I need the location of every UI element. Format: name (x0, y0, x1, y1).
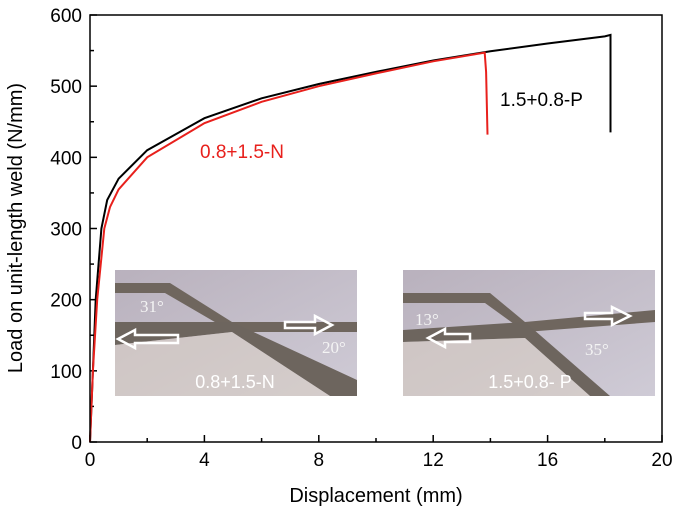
inset-label: 1.5+0.8- P (488, 372, 572, 392)
y-tick-label: 400 (50, 148, 82, 169)
series-label: 0.8+1.5-N (200, 142, 284, 163)
x-tick-label: 8 (314, 450, 325, 471)
x-tick-label: 12 (423, 450, 444, 471)
inset-label: 0.8+1.5-N (195, 372, 275, 392)
series-label: 1.5+0.8-P (500, 90, 583, 111)
inset-angle: 20° (322, 338, 346, 357)
y-axis-title: Load on unit-length weld (N/mm) (5, 83, 27, 373)
series-line (89, 33, 612, 443)
inset-photo: 31° 20° 0.8+1.5-N (115, 270, 357, 396)
series-line (89, 51, 489, 443)
inset-angle: 35° (585, 340, 609, 359)
inset-photo: 13° 35° 1.5+0.8- P (403, 270, 655, 396)
plot-frame (89, 14, 663, 443)
x-axis-title: Displacement (mm) (289, 485, 462, 507)
x-tick-label: 16 (537, 450, 558, 471)
y-tick-label: 600 (50, 6, 82, 27)
x-tick-label: 4 (199, 450, 210, 471)
y-tick-label: 200 (50, 291, 82, 312)
y-tick-label: 100 (50, 362, 82, 383)
x-tick-label: 0 (85, 450, 96, 471)
y-tick-label: 300 (50, 220, 82, 241)
y-tick-label: 500 (50, 77, 82, 98)
y-tick-label: 0 (71, 433, 82, 454)
inset-angle: 13° (415, 310, 439, 329)
x-tick-label: 20 (651, 450, 672, 471)
inset-angle: 31° (140, 297, 164, 316)
